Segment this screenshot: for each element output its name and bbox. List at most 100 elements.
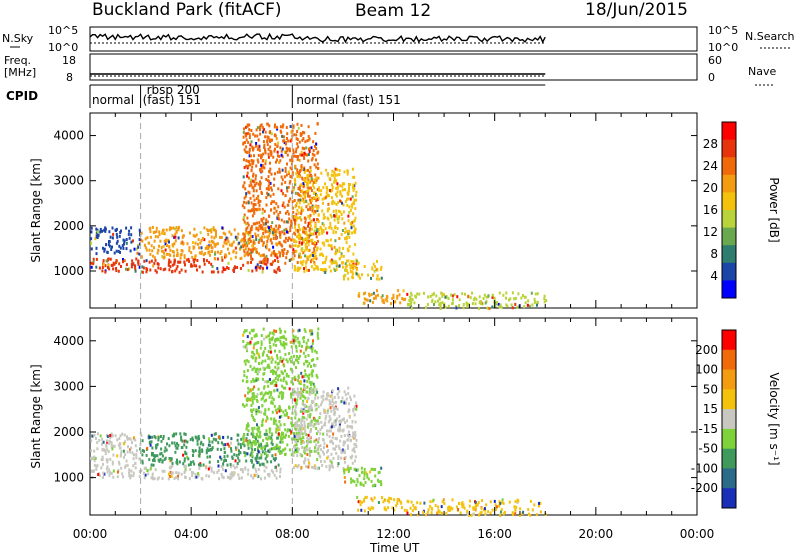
- data-cell: [267, 192, 270, 196]
- data-cell: [102, 259, 105, 263]
- data-cell: [254, 222, 257, 226]
- data-cell: [303, 200, 306, 204]
- data-cell: [306, 453, 309, 456]
- data-cell: [264, 150, 267, 153]
- data-cell: [263, 143, 266, 147]
- data-cell: [303, 405, 306, 409]
- data-cell: [236, 266, 239, 269]
- data-cell: [338, 425, 341, 429]
- data-cell: [162, 250, 165, 254]
- data-cell: [434, 504, 437, 507]
- data-cell: [249, 163, 251, 167]
- data-cell: [344, 268, 346, 272]
- data-cell: [262, 159, 265, 162]
- data-cell: [198, 466, 201, 470]
- data-cell: [328, 226, 331, 230]
- data-cell: [268, 124, 271, 128]
- data-cell: [314, 131, 317, 135]
- data-cell: [267, 147, 270, 151]
- data-cell: [217, 270, 220, 274]
- data-cell: [272, 155, 275, 159]
- data-cell: [462, 303, 465, 306]
- data-cell: [258, 355, 261, 359]
- colorbar-swatch: [722, 409, 736, 430]
- data-cell: [331, 188, 334, 192]
- data-cell: [408, 299, 411, 302]
- data-cell: [183, 256, 186, 260]
- data-cell: [147, 472, 150, 476]
- data-cell: [137, 261, 140, 265]
- data-cell: [302, 351, 305, 355]
- data-cell: [285, 382, 288, 386]
- data-cell: [345, 259, 348, 263]
- data-cell: [430, 506, 433, 510]
- data-cell: [273, 206, 276, 210]
- data-cell: [140, 255, 143, 259]
- data-cell: [90, 237, 93, 241]
- data-cell: [293, 177, 296, 181]
- data-cell: [304, 265, 307, 269]
- data-cell: [299, 380, 302, 384]
- data-cell: [298, 381, 301, 385]
- data-cell: [506, 304, 509, 308]
- data-cell: [254, 177, 257, 181]
- data-cell: [206, 228, 209, 232]
- data-cell: [321, 231, 324, 235]
- data-cell: [243, 215, 245, 219]
- cpid-segment-label: rbsp 200: [147, 83, 200, 97]
- data-cell: [451, 498, 454, 502]
- data-cell: [301, 436, 304, 440]
- data-cell: [173, 235, 176, 239]
- data-cell: [304, 355, 307, 359]
- data-cell: [103, 472, 106, 476]
- data-cell: [267, 384, 270, 388]
- data-cell: [346, 197, 348, 201]
- data-cell: [248, 252, 251, 256]
- data-cell: [293, 218, 296, 222]
- data-cell: [319, 412, 322, 416]
- data-cell: [406, 292, 409, 296]
- data-cell: [182, 242, 185, 246]
- data-cell: [317, 196, 320, 200]
- data-cell: [92, 257, 95, 261]
- data-cell: [256, 158, 259, 162]
- data-cell: [358, 292, 361, 295]
- data-cell: [334, 252, 337, 256]
- data-cell: [508, 500, 511, 504]
- data-cell: [255, 469, 258, 473]
- data-cell: [336, 464, 339, 468]
- data-cell: [300, 440, 303, 444]
- data-cell: [484, 512, 487, 516]
- data-cell: [310, 387, 313, 391]
- data-cell: [302, 390, 305, 394]
- data-cell: [169, 226, 172, 230]
- data-cell: [300, 124, 303, 127]
- data-cell: [312, 254, 314, 257]
- data-cell: [175, 475, 178, 479]
- data-cell: [213, 243, 216, 247]
- data-cell: [280, 189, 283, 193]
- data-cell: [303, 157, 306, 160]
- data-cell: [393, 508, 396, 512]
- data-cell: [268, 357, 271, 361]
- data-cell: [304, 245, 307, 249]
- data-cell: [347, 219, 350, 223]
- data-cell: [311, 152, 314, 156]
- data-cell: [338, 414, 341, 418]
- data-cell: [198, 454, 201, 458]
- data-cell: [132, 262, 135, 266]
- data-cell: [266, 122, 269, 126]
- data-cell: [123, 442, 126, 446]
- data-cell: [221, 258, 224, 262]
- data-cell: [352, 433, 355, 437]
- data-cell: [290, 138, 293, 142]
- data-cell: [284, 386, 287, 390]
- data-cell: [278, 327, 281, 331]
- data-cell: [337, 428, 340, 432]
- data-cell: [266, 260, 269, 264]
- cpid-segment-label: normal (fast) 151: [296, 93, 400, 107]
- data-cell: [279, 378, 282, 382]
- data-cell: [191, 474, 194, 478]
- data-cell: [149, 235, 152, 239]
- data-cell: [338, 419, 341, 423]
